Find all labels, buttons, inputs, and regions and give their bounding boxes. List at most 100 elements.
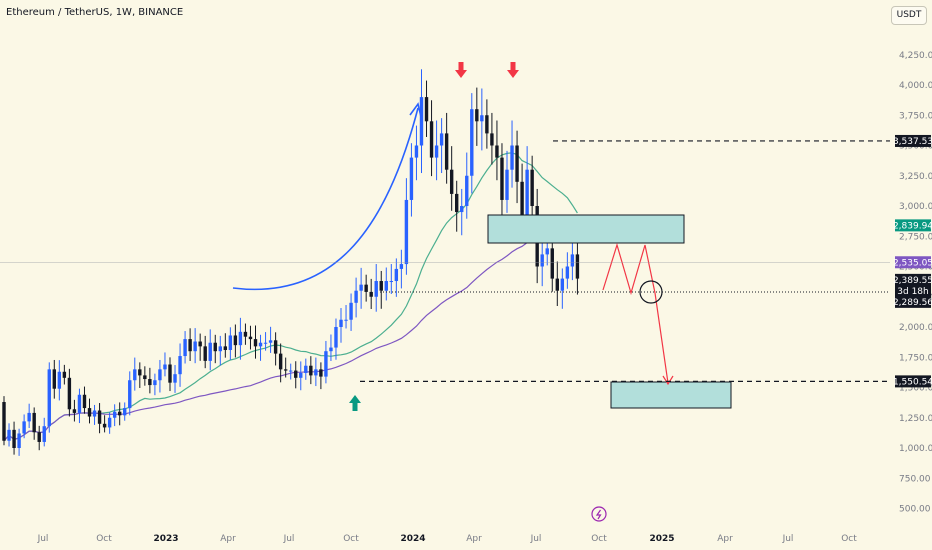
candle-bear [117, 411, 122, 416]
candle-bear [319, 369, 323, 377]
x-tick-label: 2025 [649, 534, 674, 544]
candle-bull [304, 365, 308, 373]
candle-bull [173, 374, 177, 383]
candle-bull [208, 342, 212, 361]
candle-bull [510, 145, 514, 170]
currency-selector[interactable]: USDT [891, 6, 927, 25]
x-tick-label: Jul [530, 534, 542, 544]
price-label-bg [895, 375, 931, 388]
candle-bull [374, 281, 378, 297]
candle-bull [384, 281, 388, 291]
price-label: 2,839.94 [893, 221, 932, 231]
candle-bull [419, 97, 424, 146]
x-tick-label: Apr [717, 534, 733, 544]
time-axis[interactable]: Jul Oct 2023 Apr Jul Oct 2024 Apr Jul Oct 2025 Apr J… [37, 534, 858, 544]
blue-curve-arrow-head [409, 102, 422, 118]
sell-arrow-icon [455, 62, 467, 78]
candle-bull [163, 364, 167, 370]
candle-bull [218, 346, 222, 352]
candle-bull [399, 264, 404, 269]
candle-bull [178, 356, 182, 375]
candle-bull [480, 115, 484, 122]
supply-zone-box[interactable] [487, 214, 685, 244]
candle-bull [460, 206, 464, 213]
candle-bull [414, 145, 419, 158]
candle-bull [570, 254, 575, 267]
candle-bull [112, 411, 117, 418]
candle-bull [540, 254, 544, 267]
candle-bear [12, 429, 16, 448]
candle-bull [334, 327, 338, 348]
candle-bull [314, 369, 318, 376]
candle-bear [213, 342, 217, 352]
candle-bear [500, 157, 504, 200]
candle-bull [289, 370, 293, 372]
candle-bull [389, 281, 394, 283]
candle-bull [193, 341, 197, 352]
x-tick-label: Oct [841, 534, 857, 544]
price-label-bg [895, 219, 931, 232]
y-tick-label: 1,750.00 [899, 353, 932, 363]
price-label-bg [895, 134, 931, 147]
candle-bull [545, 248, 549, 255]
candle-bear [203, 346, 207, 361]
candle-bear [283, 369, 288, 371]
candle-bear [273, 340, 278, 354]
candle-bull [394, 268, 399, 282]
price-label: 1,550.54 [893, 377, 932, 387]
moving-averages [3, 152, 578, 442]
lightning-icon[interactable] [591, 506, 607, 522]
candle-bull [465, 175, 469, 206]
demand-zone-box[interactable] [610, 381, 732, 409]
drawings [232, 62, 732, 522]
candle-bear [575, 254, 580, 279]
candle-bull [77, 394, 82, 413]
y-tick-label: 500.00 [899, 505, 931, 515]
candle-bull [258, 342, 263, 347]
candle-bull [123, 408, 127, 416]
candle-bull [339, 319, 343, 327]
red-arrow-head [662, 375, 674, 386]
candle-bear [87, 408, 92, 417]
blue-curve-arrow[interactable] [232, 107, 419, 291]
candle-bull [344, 319, 348, 321]
candle-bull [359, 284, 363, 291]
candle-bull [560, 278, 565, 291]
x-tick-label: Apr [220, 534, 236, 544]
candle-bear [37, 432, 41, 442]
sell-arrow-icon [507, 62, 519, 78]
candle-bear [188, 339, 192, 352]
candle-bull [47, 369, 51, 427]
candle-bull [27, 412, 31, 422]
candle-bull [57, 371, 62, 389]
y-tick-label: 1,500.00 [899, 384, 932, 394]
price-levels [0, 140, 890, 382]
x-tick-label: Apr [466, 534, 482, 544]
candle-bear [67, 377, 72, 410]
candle-bull [128, 380, 132, 409]
price-label: 2,289.56 [893, 298, 932, 308]
candle-bull [329, 347, 333, 352]
price-label-bg [895, 273, 931, 286]
y-tick-label: 1,000.00 [899, 444, 932, 454]
candle-bull [354, 290, 358, 303]
price-label-bg [895, 295, 931, 308]
y-tick-label: 2,000.00 [899, 323, 932, 333]
candle-bull [7, 429, 11, 441]
candle-bull [434, 145, 439, 158]
candle-bear [520, 181, 524, 219]
candle-bull [409, 157, 414, 200]
candle-bull [153, 380, 157, 386]
candle-bull [565, 266, 570, 279]
ma-fast-line [3, 152, 578, 442]
candle-bear [485, 115, 489, 134]
candle-bear [369, 291, 373, 297]
x-tick-label: Oct [343, 534, 359, 544]
x-tick-label: 2023 [153, 534, 178, 544]
candle-bear [233, 335, 238, 346]
red-zigzag-path[interactable] [602, 242, 669, 384]
candle-bull [263, 342, 268, 344]
candle-bull [183, 339, 187, 357]
